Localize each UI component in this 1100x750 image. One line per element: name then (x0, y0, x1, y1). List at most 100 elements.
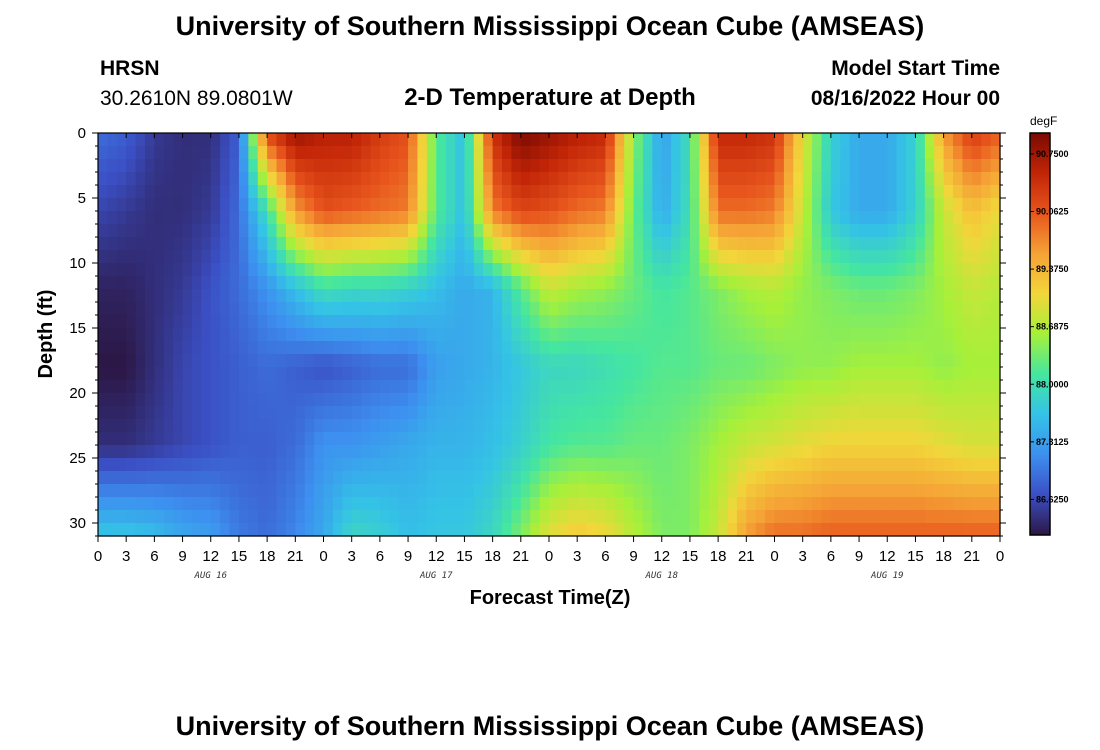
heatmap-cell (126, 211, 137, 225)
heatmap-cell (727, 211, 738, 225)
heatmap-cell (558, 185, 569, 199)
heatmap-cell (718, 432, 729, 446)
heatmap-cell (191, 276, 202, 290)
heatmap-cell (661, 458, 672, 472)
heatmap-cell (887, 458, 898, 472)
heatmap-cell (812, 315, 823, 329)
heatmap-cell (718, 497, 729, 511)
heatmap-cell (267, 419, 278, 433)
heatmap-cell (830, 354, 841, 368)
heatmap-cell (971, 224, 982, 238)
heatmap-cell (652, 146, 663, 160)
heatmap-cell (990, 445, 1001, 459)
heatmap-cell (285, 315, 296, 329)
heatmap-cell (859, 172, 870, 186)
heatmap-cell (426, 146, 437, 160)
heatmap-cell (877, 406, 888, 420)
heatmap-cell (342, 497, 353, 511)
heatmap-cell (689, 237, 700, 251)
heatmap-cell (483, 198, 494, 212)
heatmap-cell (257, 341, 268, 355)
heatmap-cell (267, 432, 278, 446)
heatmap-cell (595, 172, 606, 186)
heatmap-cell (473, 159, 484, 173)
heatmap-cell (887, 250, 898, 264)
heatmap-cell (408, 224, 419, 238)
heatmap-cell (765, 289, 776, 303)
heatmap-cell (511, 276, 522, 290)
heatmap-cell (887, 224, 898, 238)
heatmap-cell (962, 497, 973, 511)
heatmap-cell (154, 211, 165, 225)
heatmap-cell (549, 276, 559, 290)
heatmap-cell (332, 198, 343, 212)
heatmap-cell (755, 523, 766, 537)
heatmap-cell (201, 302, 212, 316)
heatmap-cell (455, 354, 466, 368)
heatmap-cell (577, 354, 588, 368)
heatmap-cell (971, 367, 982, 381)
heatmap-cell (389, 276, 400, 290)
heatmap-cell (445, 211, 456, 225)
heatmap-cell (840, 484, 851, 498)
heatmap-cell (135, 445, 146, 459)
heatmap-cell (295, 510, 306, 524)
x-tick-label: 0 (770, 548, 778, 565)
heatmap-cell (896, 354, 907, 368)
heatmap-cell (98, 250, 108, 264)
heatmap-cell (783, 237, 794, 251)
heatmap-cell (398, 419, 409, 433)
heatmap-cell (455, 484, 466, 498)
heatmap-cell (107, 172, 118, 186)
heatmap-cell (962, 406, 973, 420)
heatmap-cell (567, 276, 578, 290)
heatmap-cell (304, 471, 315, 485)
heatmap-cell (361, 471, 372, 485)
heatmap-cell (661, 471, 672, 485)
heatmap-cell (943, 497, 954, 511)
heatmap-cell (830, 133, 841, 147)
heatmap-cell (398, 497, 409, 511)
heatmap-cell (830, 250, 841, 264)
heatmap-cell (473, 198, 484, 212)
heatmap-cell (699, 263, 710, 277)
heatmap-cell (680, 367, 691, 381)
heatmap-cell (304, 484, 315, 498)
heatmap-cell (661, 445, 672, 459)
heatmap-cell (351, 237, 362, 251)
heatmap-cell (727, 328, 738, 342)
heatmap-cell (455, 185, 466, 199)
heatmap-cell (924, 328, 935, 342)
heatmap-cell (238, 432, 249, 446)
heatmap-cell (116, 328, 127, 342)
heatmap-cell (455, 510, 466, 524)
heatmap-cell (370, 224, 381, 238)
heatmap-cell (182, 458, 193, 472)
heatmap-cell (445, 263, 456, 277)
heatmap-cell (990, 185, 1001, 199)
heatmap-cell (755, 211, 766, 225)
heatmap-cell (633, 133, 644, 147)
heatmap-cell (906, 172, 917, 186)
heatmap-cell (708, 302, 719, 316)
heatmap-cell (135, 523, 146, 537)
heatmap-cell (896, 263, 907, 277)
heatmap-cell (530, 497, 541, 511)
heatmap-cell (793, 510, 804, 524)
heatmap-cell (906, 276, 917, 290)
heatmap-cell (314, 289, 325, 303)
heatmap-cell (323, 419, 334, 433)
heatmap-cell (173, 133, 184, 147)
x-tick-label: 6 (376, 548, 384, 565)
x-tick-label: 15 (907, 548, 924, 565)
heatmap-cell (652, 354, 663, 368)
heatmap-cell (492, 133, 503, 147)
heatmap-cell (558, 354, 569, 368)
heatmap-cell (652, 211, 663, 225)
heatmap-cell (445, 328, 456, 342)
heatmap-cell (539, 510, 550, 524)
heatmap-cell (755, 302, 766, 316)
heatmap-cell (408, 367, 419, 381)
heatmap-cell (163, 172, 174, 186)
heatmap-cell (840, 432, 851, 446)
